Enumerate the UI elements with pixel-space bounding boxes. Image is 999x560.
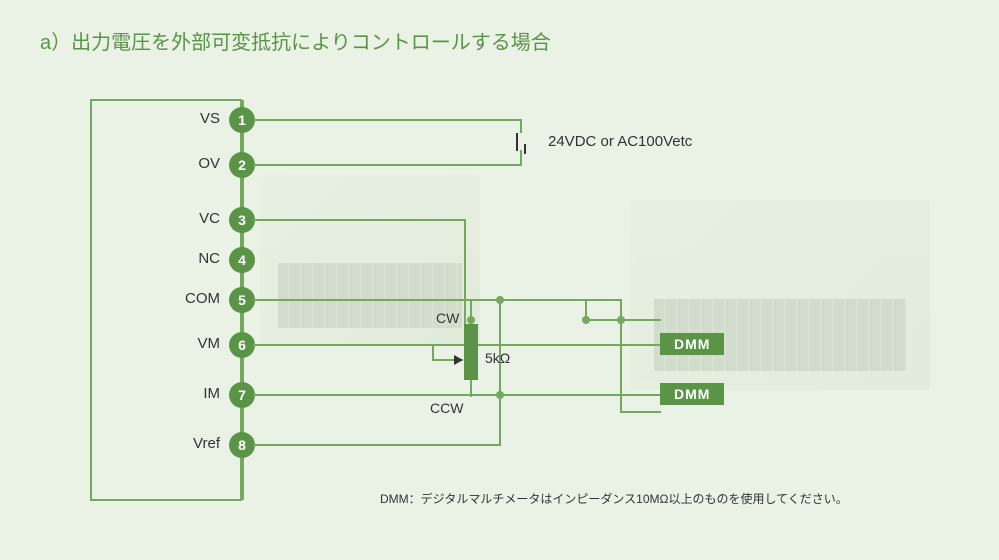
wire-h-1 (253, 164, 520, 166)
pin-label-6: VM (150, 335, 220, 352)
potentiometer-body (464, 324, 478, 380)
stub-top-v (90, 99, 92, 501)
stub-bottom (90, 499, 242, 501)
pin-label-1: VS (150, 110, 220, 127)
node-1 (617, 316, 625, 324)
wire-h-4 (253, 344, 660, 346)
pin-1: 1 (229, 107, 255, 133)
wire-h-5 (253, 394, 660, 396)
source-label: 24VDC or AC100Vetc (548, 133, 692, 150)
pin-4: 4 (229, 247, 255, 273)
pin-label-4: NC (150, 250, 220, 267)
pin-3: 3 (229, 207, 255, 233)
pin-7: 7 (229, 382, 255, 408)
pin-label-7: IM (150, 385, 220, 402)
source-pos-plate (516, 133, 518, 151)
dmm-box-1: DMM (660, 333, 724, 355)
wire-v-1 (520, 150, 522, 166)
node-2 (496, 296, 504, 304)
pot-cw: CW (436, 310, 459, 326)
stub-top (90, 99, 242, 101)
node-3 (467, 316, 475, 324)
wire-v-3 (470, 380, 472, 397)
pot-wiper-arrow (454, 355, 463, 365)
pin-6: 6 (229, 332, 255, 358)
wire-h-2 (253, 219, 466, 221)
node-4 (496, 391, 504, 399)
wire-v-6 (432, 344, 434, 361)
bg-photo-2 (630, 200, 930, 390)
pin-5: 5 (229, 287, 255, 313)
wire-v-0 (520, 119, 522, 133)
wire-h-3 (253, 299, 620, 301)
pot-value: 5kΩ (485, 350, 510, 366)
dmm-note: DMM：デジタルマルチメータはインピーダンス10MΩ以上のものを使用してください… (380, 490, 848, 507)
diagram-title: a）出力電圧を外部可変抵抗によりコントロールする場合 (40, 26, 551, 55)
node-0 (582, 316, 590, 324)
pin-2: 2 (229, 152, 255, 178)
dmm-box-2: DMM (660, 383, 724, 405)
wire-h-6 (253, 444, 501, 446)
pot-ccw: CCW (430, 400, 463, 416)
pin-label-5: COM (150, 290, 220, 307)
pin-label-3: VC (150, 210, 220, 227)
wire-h-9 (620, 411, 661, 413)
pin-8: 8 (229, 432, 255, 458)
wire-v-5 (499, 299, 501, 446)
pin-label-8: Vref (150, 435, 220, 452)
source-neg-plate (524, 144, 526, 154)
wire-h-0 (253, 119, 520, 121)
pin-label-2: OV (150, 155, 220, 172)
